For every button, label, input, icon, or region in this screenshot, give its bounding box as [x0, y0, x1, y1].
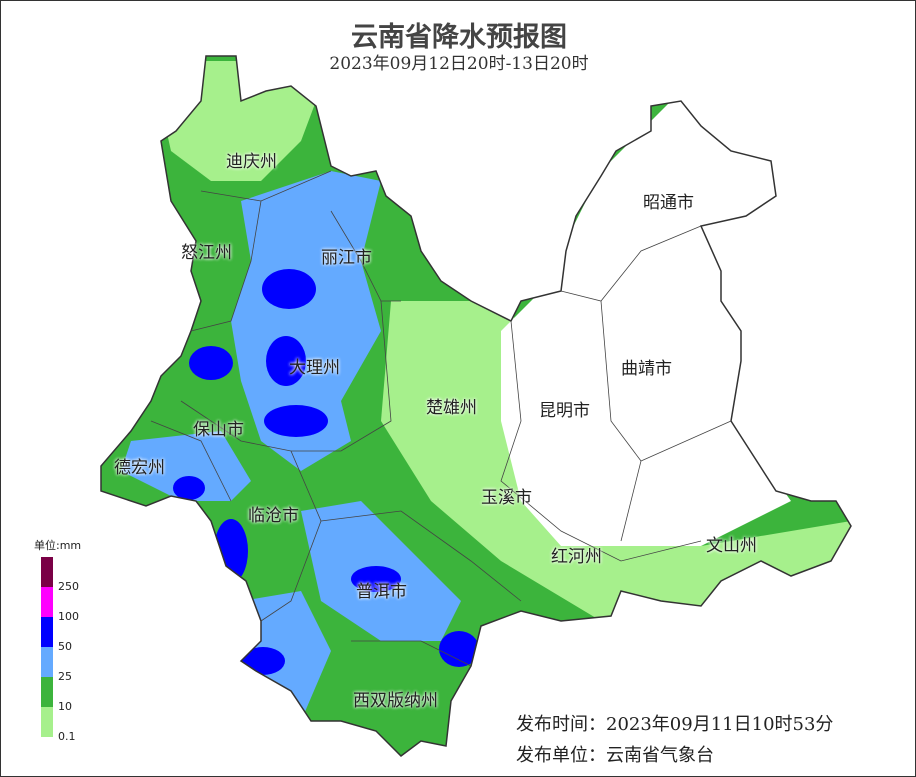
- prefecture-borders: [150, 170, 732, 667]
- region-label: 昆明市: [539, 401, 590, 421]
- map-title: 云南省降水预报图: [351, 22, 567, 53]
- region-label: 楚雄州: [426, 398, 477, 418]
- region-label: 昭通市: [643, 193, 694, 213]
- region-label: 临沧市: [248, 506, 299, 526]
- rain-light-east: [381, 301, 851, 621]
- region-label: 大理州: [289, 358, 340, 378]
- legend-unit: 单位:mm: [34, 539, 82, 552]
- rain-25-50-dehong: [121, 431, 251, 501]
- legend-swatch: [41, 557, 53, 587]
- legend-swatch: [41, 677, 53, 707]
- region-label: 文山州: [706, 536, 757, 556]
- region-label: 丽江市: [321, 248, 372, 268]
- issue-time: 发布时间：2023年09月11日10时53分: [516, 714, 834, 735]
- legend-swatch: [41, 707, 53, 737]
- region-label: 曲靖市: [621, 359, 672, 379]
- region-label: 保山市: [193, 420, 244, 440]
- legend-label: 0.1: [58, 730, 76, 743]
- rain-25-50-area: [231, 171, 381, 471]
- region-label: 怒江州: [181, 243, 232, 263]
- region-label: 德宏州: [114, 458, 165, 478]
- region-label: 红河州: [551, 547, 602, 567]
- region-label: 西双版纳州: [353, 691, 438, 711]
- legend-label: 10: [58, 700, 72, 713]
- region-label: 普洱市: [356, 582, 407, 602]
- issuer: 发布单位：云南省气象台: [516, 745, 714, 766]
- region-label: 迪庆州: [226, 152, 277, 172]
- legend-swatch: [41, 587, 53, 617]
- map-subtitle: 2023年09月12日20时-13日20时: [329, 54, 589, 74]
- legend-swatch: [41, 617, 53, 647]
- legend-label: 50: [58, 640, 72, 653]
- legend-swatch: [41, 647, 53, 677]
- no-rain-area: [501, 91, 801, 546]
- legend-label: 250: [58, 580, 79, 593]
- legend-label: 100: [58, 610, 79, 623]
- region-label: 玉溪市: [481, 488, 532, 508]
- legend-label: 25: [58, 670, 72, 683]
